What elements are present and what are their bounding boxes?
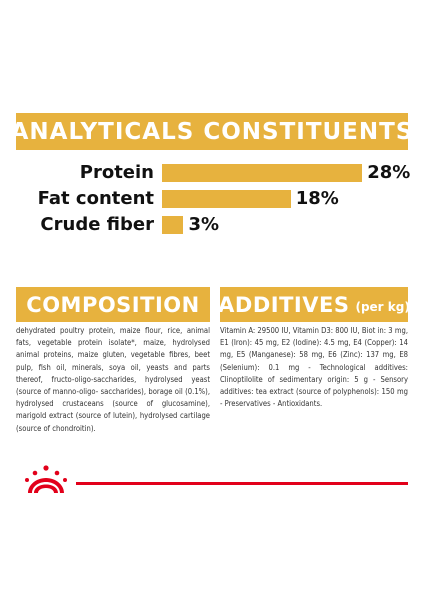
additives-header: ADDITIVES (per kg) xyxy=(218,287,410,322)
fat-content-label: Fat content xyxy=(37,188,154,209)
composition-title: COMPOSITION xyxy=(26,292,200,317)
crude-fiber-row: Crude fiber 3% xyxy=(0,212,424,238)
protein-row: Protein 28% xyxy=(0,160,424,186)
protein-value: 28% xyxy=(367,162,411,183)
fat-content-bar xyxy=(162,190,291,208)
crude-fiber-label: Crude fiber xyxy=(40,214,154,235)
analytics-banner: ANALYTICALS CONSTITUENTS xyxy=(11,113,412,150)
crude-fiber-value: 3% xyxy=(188,214,219,235)
composition-header: COMPOSITION xyxy=(16,287,210,322)
fat-content-value: 18% xyxy=(295,188,339,209)
fat-content-row: Fat content 18% xyxy=(0,186,424,212)
additives-unit: (per kg) xyxy=(355,299,410,314)
protein-label: Protein xyxy=(79,162,154,183)
royal-canin-crown-logo xyxy=(25,465,67,493)
analytics-title: ANALYTICALS CONSTITUENTS xyxy=(10,118,414,145)
protein-bar xyxy=(162,164,363,182)
composition-text: dehydrated poultry protein, maize flour,… xyxy=(16,326,210,433)
additives-title: ADDITIVES xyxy=(218,292,350,317)
additives-text: Vitamin A: 29500 IU, Vitamin D3: 800 IU,… xyxy=(220,326,408,409)
footer-red-line xyxy=(76,482,408,485)
crude-fiber-bar xyxy=(162,216,184,234)
